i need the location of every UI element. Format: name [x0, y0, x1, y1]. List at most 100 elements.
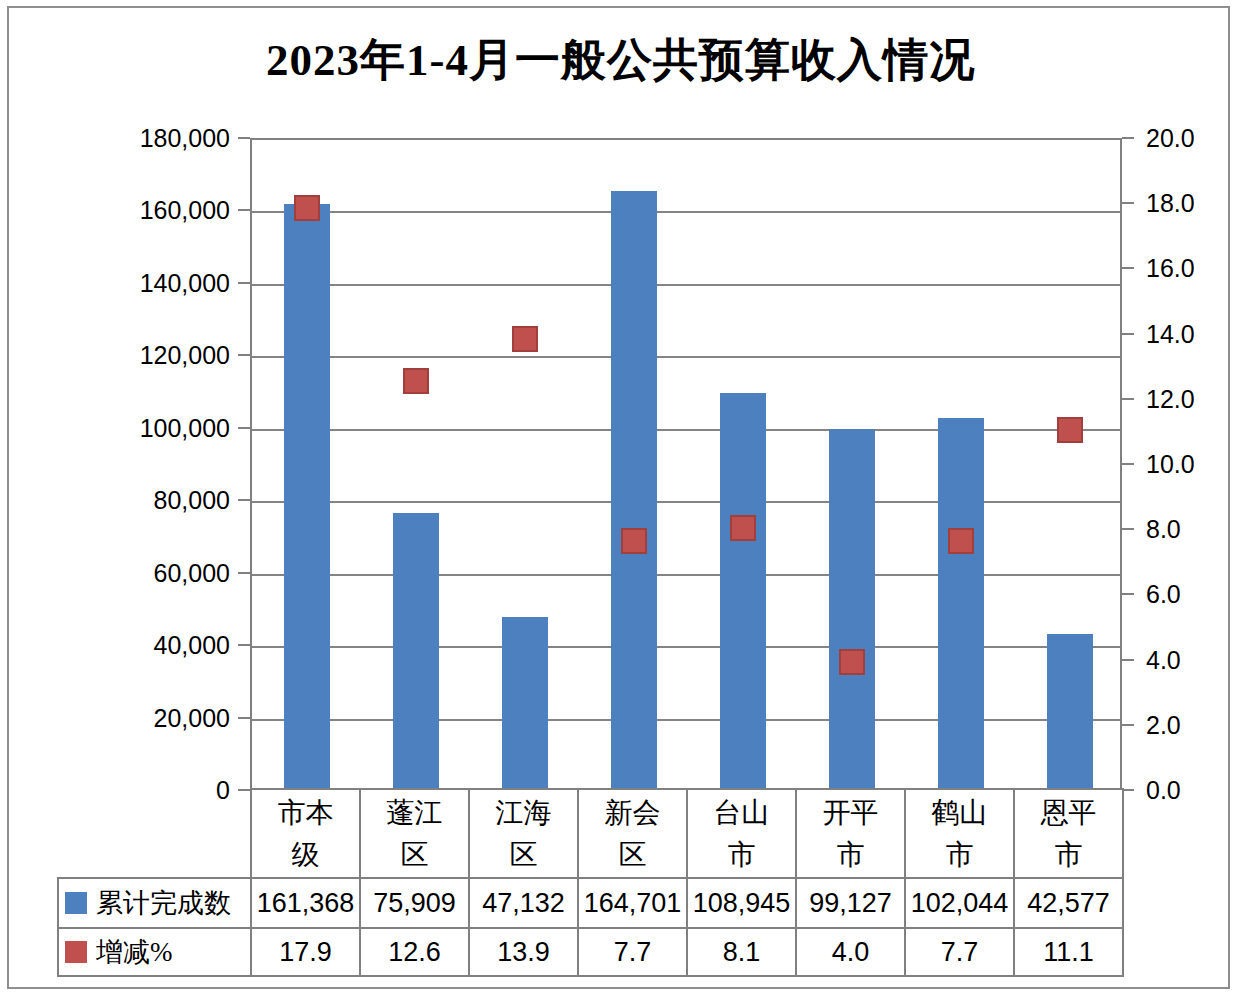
- y-axis-left-tick-label: 180,000: [40, 122, 230, 154]
- y-axis-left-tick: [238, 209, 250, 211]
- legend-entry: 增减%: [59, 934, 250, 970]
- y-axis-right-tick: [1122, 137, 1134, 139]
- legend-swatch: [65, 941, 87, 963]
- bar: [393, 513, 439, 788]
- value-cell: 13.9: [469, 928, 578, 976]
- value-cell: 164,701: [578, 878, 687, 928]
- table-row: 累计完成数161,36875,90947,132164,701108,94599…: [58, 878, 1123, 928]
- gridline: [252, 646, 1120, 648]
- legend-label: 累计完成数: [96, 885, 231, 921]
- y-axis-left-tick-label: 140,000: [40, 267, 230, 299]
- category-label: 市本级: [275, 792, 337, 876]
- table-row: 增减%17.912.613.97.78.14.07.711.1: [58, 928, 1123, 976]
- y-axis-left-tick-label: 120,000: [40, 339, 230, 371]
- scatter-marker: [512, 326, 538, 352]
- category-header-cell: 市本级: [251, 789, 360, 878]
- chart-frame: 2023年1-4月一般公共预算收入情况 市本级蓬江区江海区新会区台山市开平市鹤山…: [0, 0, 1241, 1000]
- bar: [284, 204, 330, 789]
- value-cell: 7.7: [905, 928, 1014, 976]
- legend-entry: 累计完成数: [59, 885, 250, 921]
- scatter-marker: [730, 515, 756, 541]
- legend-label: 增减%: [96, 934, 173, 970]
- y-axis-right-tick-label: 4.0: [1146, 644, 1236, 676]
- value-cell: 47,132: [469, 878, 578, 928]
- category-label: 鹤山市: [929, 792, 991, 876]
- category-label: 新会区: [602, 792, 664, 876]
- category-header-cell: 恩平市: [1014, 789, 1123, 878]
- value-cell: 42,577: [1014, 878, 1123, 928]
- y-axis-left-tick: [238, 427, 250, 429]
- y-axis-right-tick: [1122, 267, 1134, 269]
- category-label: 恩平市: [1038, 792, 1100, 876]
- value-cell: 7.7: [578, 928, 687, 976]
- y-axis-right-tick: [1122, 333, 1134, 335]
- scatter-marker: [948, 528, 974, 554]
- y-axis-right-tick-label: 20.0: [1146, 122, 1236, 154]
- value-cell: 11.1: [1014, 928, 1123, 976]
- y-axis-right-tick-label: 18.0: [1146, 187, 1236, 219]
- category-header-cell: 江海区: [469, 789, 578, 878]
- scatter-marker: [1057, 417, 1083, 443]
- value-cell: 99,127: [796, 878, 905, 928]
- category-header-cell: 蓬江区: [360, 789, 469, 878]
- value-cell: 8.1: [687, 928, 796, 976]
- bar: [938, 418, 984, 788]
- category-header-cell: 鹤山市: [905, 789, 1014, 878]
- gridline: [252, 574, 1120, 576]
- y-axis-left-tick: [238, 282, 250, 284]
- value-cell: 17.9: [251, 928, 360, 976]
- y-axis-right-tick-label: 8.0: [1146, 513, 1236, 545]
- scatter-marker: [294, 195, 320, 221]
- legend-cell: 累计完成数: [58, 878, 251, 928]
- value-cell: 102,044: [905, 878, 1014, 928]
- scatter-marker: [403, 368, 429, 394]
- bar: [720, 393, 766, 788]
- value-cell: 75,909: [360, 878, 469, 928]
- y-axis-right-tick-label: 0.0: [1146, 774, 1236, 806]
- category-header-cell: 台山市: [687, 789, 796, 878]
- category-label: 开平市: [820, 792, 882, 876]
- y-axis-left-tick: [238, 644, 250, 646]
- y-axis-right-tick-label: 6.0: [1146, 578, 1236, 610]
- y-axis-left-tick-label: 100,000: [40, 412, 230, 444]
- y-axis-left-tick: [238, 572, 250, 574]
- y-axis-right-tick: [1122, 724, 1134, 726]
- category-label: 江海区: [493, 792, 555, 876]
- y-axis-right-tick-label: 14.0: [1146, 318, 1236, 350]
- scatter-marker: [621, 528, 647, 554]
- y-axis-left-tick: [238, 789, 250, 791]
- y-axis-left-tick-label: 40,000: [40, 629, 230, 661]
- bar: [502, 617, 548, 788]
- category-label: 台山市: [711, 792, 773, 876]
- gridline: [252, 501, 1120, 503]
- y-axis-right-tick: [1122, 789, 1134, 791]
- category-label: 蓬江区: [384, 792, 446, 876]
- gridline: [252, 284, 1120, 286]
- category-header-cell: 新会区: [578, 789, 687, 878]
- bar: [829, 429, 875, 788]
- y-axis-left-tick-label: 80,000: [40, 484, 230, 516]
- y-axis-left-tick: [238, 137, 250, 139]
- y-axis-right-tick: [1122, 659, 1134, 661]
- data-table: 市本级蓬江区江海区新会区台山市开平市鹤山市恩平市累计完成数161,36875,9…: [57, 788, 1124, 977]
- gridline: [252, 719, 1120, 721]
- scatter-marker: [839, 649, 865, 675]
- bar: [1047, 634, 1093, 788]
- y-axis-left-tick: [238, 354, 250, 356]
- plot-area: [250, 138, 1122, 790]
- gridline: [252, 211, 1120, 213]
- y-axis-left-tick-label: 160,000: [40, 194, 230, 226]
- legend-cell: 增减%: [58, 928, 251, 976]
- y-axis-right-tick: [1122, 202, 1134, 204]
- y-axis-right-tick-label: 12.0: [1146, 383, 1236, 415]
- y-axis-left-tick: [238, 717, 250, 719]
- y-axis-right-tick: [1122, 528, 1134, 530]
- legend-swatch: [65, 892, 87, 914]
- chart-title: 2023年1-4月一般公共预算收入情况: [0, 30, 1241, 90]
- bar: [611, 191, 657, 788]
- y-axis-right-tick: [1122, 463, 1134, 465]
- category-header-cell: 开平市: [796, 789, 905, 878]
- y-axis-right-tick: [1122, 398, 1134, 400]
- value-cell: 12.6: [360, 928, 469, 976]
- y-axis-left-tick-label: 60,000: [40, 557, 230, 589]
